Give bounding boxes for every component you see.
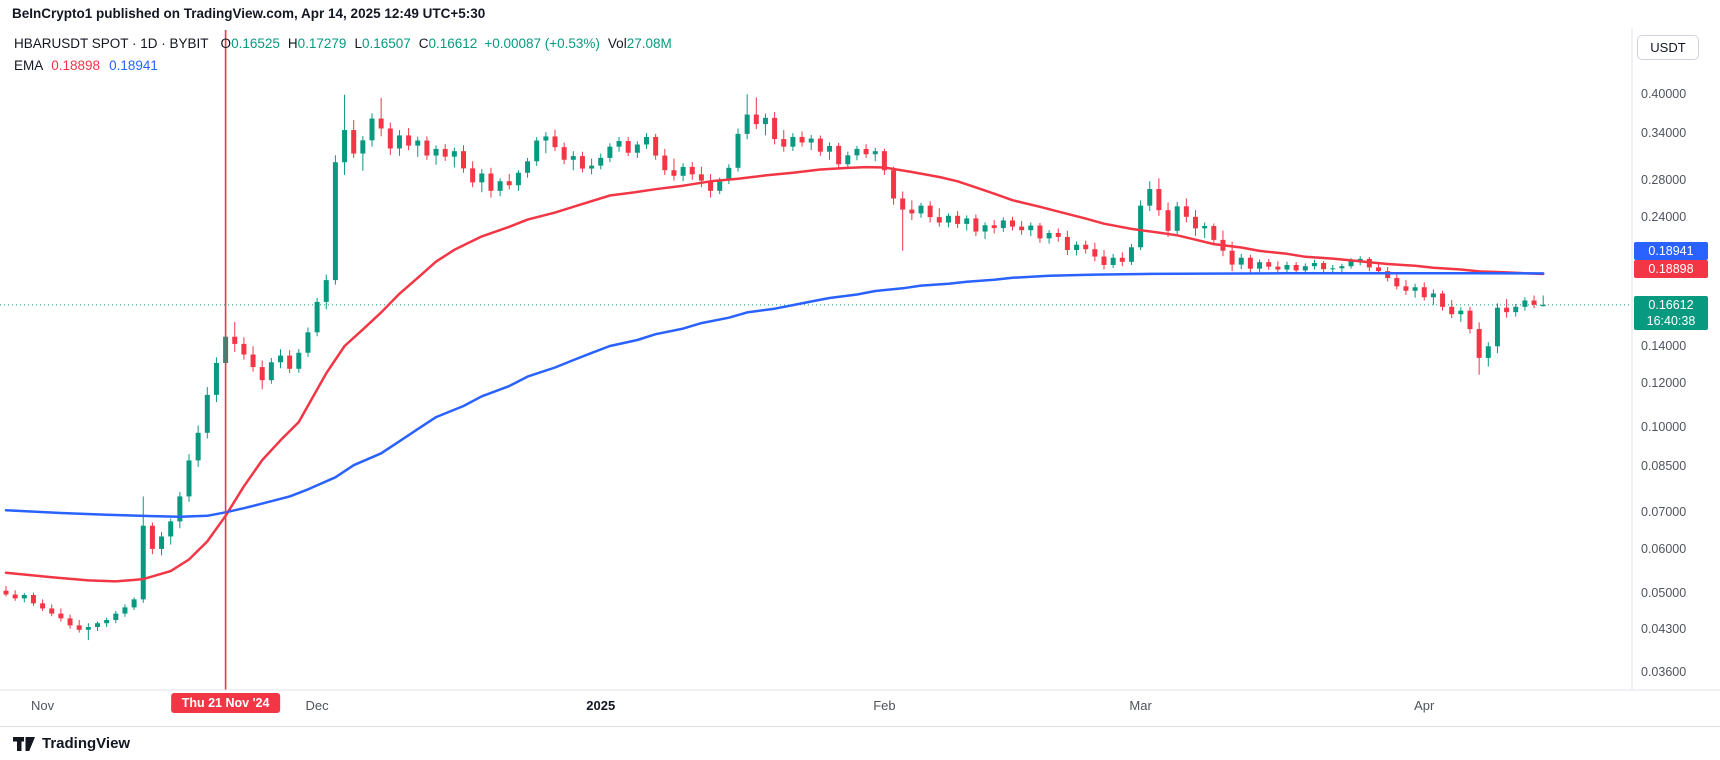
candlestick-series (3, 94, 1546, 641)
ema-blue-line (4, 271, 1545, 519)
change-value: +0.00087 (+0.53%) (484, 35, 600, 51)
high-label: H (287, 35, 298, 51)
publisher-bar: BeInCrypto1 published on TradingView.com… (0, 0, 1720, 28)
open-label: O (220, 35, 232, 51)
chart-pane[interactable] (0, 28, 1720, 728)
low-label: L (354, 35, 362, 51)
ema-blue-legend-value: 0.18941 (109, 57, 158, 73)
volume-label: Vol (607, 35, 627, 51)
symbol-ohlc-row: HBARUSDT SPOT · 1D · BYBIT O 0.16525 H 0.1… (14, 32, 672, 54)
open-value: 0.16525 (231, 35, 280, 51)
currency-toggle-button[interactable]: USDT (1637, 35, 1699, 60)
high-value: 0.17279 (297, 35, 347, 51)
close-label: C (418, 35, 429, 51)
low-value: 0.16507 (361, 35, 411, 51)
volume-value: 27.08M (626, 35, 672, 51)
tradingview-logo-icon (13, 736, 35, 751)
ema-red-legend-value: 0.18898 (51, 57, 101, 73)
ema-red-line (4, 165, 1545, 583)
chart-legend: HBARUSDT SPOT · 1D · BYBIT O 0.16525 H 0.1… (14, 32, 672, 76)
ema-indicator-label[interactable]: EMA (14, 57, 44, 73)
symbol-title[interactable]: HBARUSDT SPOT · 1D · BYBIT (14, 35, 209, 51)
publisher-text: BeInCrypto1 published on TradingView.com… (12, 6, 486, 21)
tradingview-brand-text[interactable]: TradingView (42, 735, 131, 752)
ema-legend-row: EMA 0.18898 0.18941 (14, 54, 672, 76)
close-value: 0.16612 (428, 35, 478, 51)
footer-bar: TradingView (0, 726, 1720, 760)
